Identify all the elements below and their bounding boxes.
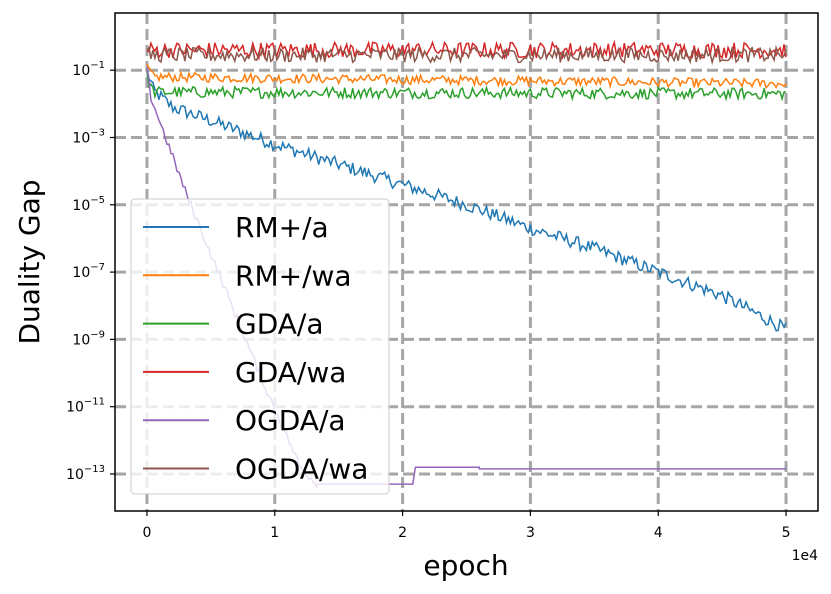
y-tick-label: 10−11 [66, 397, 105, 416]
x-tick-label: 5 [782, 525, 791, 541]
legend-label: GDA/a [235, 308, 324, 341]
series-line-rm-wa [146, 63, 787, 90]
series-layer [146, 39, 787, 488]
x-tick-label: 0 [142, 525, 151, 541]
axis-ticks: 0 1 2 3 4 5 10−1 10−3 10−5 10−7 10−9 10−11 10−13 [66, 60, 790, 541]
x-tick-label: 1 [270, 525, 279, 541]
legend-label: RM+/a [235, 211, 329, 244]
legend-label: RM+/wa [235, 259, 352, 292]
x-axis-label: epoch [423, 549, 508, 582]
legend-label: GDA/wa [235, 356, 346, 389]
series-line-gda-a [146, 71, 787, 102]
y-tick-label: 10−1 [72, 60, 105, 79]
legend: RM+/a RM+/wa GDA/a GDA/wa OGDA/a OGDA/wa [130, 198, 390, 495]
series-line-rm-a [146, 67, 787, 332]
y-axis-label: Duality Gap [13, 179, 46, 344]
x-offset-text: 1e4 [792, 548, 819, 564]
x-tick-label: 4 [654, 525, 663, 541]
y-tick-label: 10−3 [72, 128, 105, 147]
y-tick-label: 10−9 [72, 329, 105, 348]
series-line-gda-wa [146, 39, 787, 61]
series-line-ogda-wa [146, 44, 787, 66]
legend-label: OGDA/wa [235, 453, 368, 486]
plot-frame [114, 12, 819, 512]
y-tick-label: 10−5 [72, 195, 105, 214]
x-tick-label: 2 [398, 525, 407, 541]
y-tick-label: 10−7 [72, 262, 105, 281]
legend-label: OGDA/a [235, 404, 346, 437]
y-tick-label: 10−13 [66, 464, 105, 483]
x-tick-label: 3 [526, 525, 535, 541]
